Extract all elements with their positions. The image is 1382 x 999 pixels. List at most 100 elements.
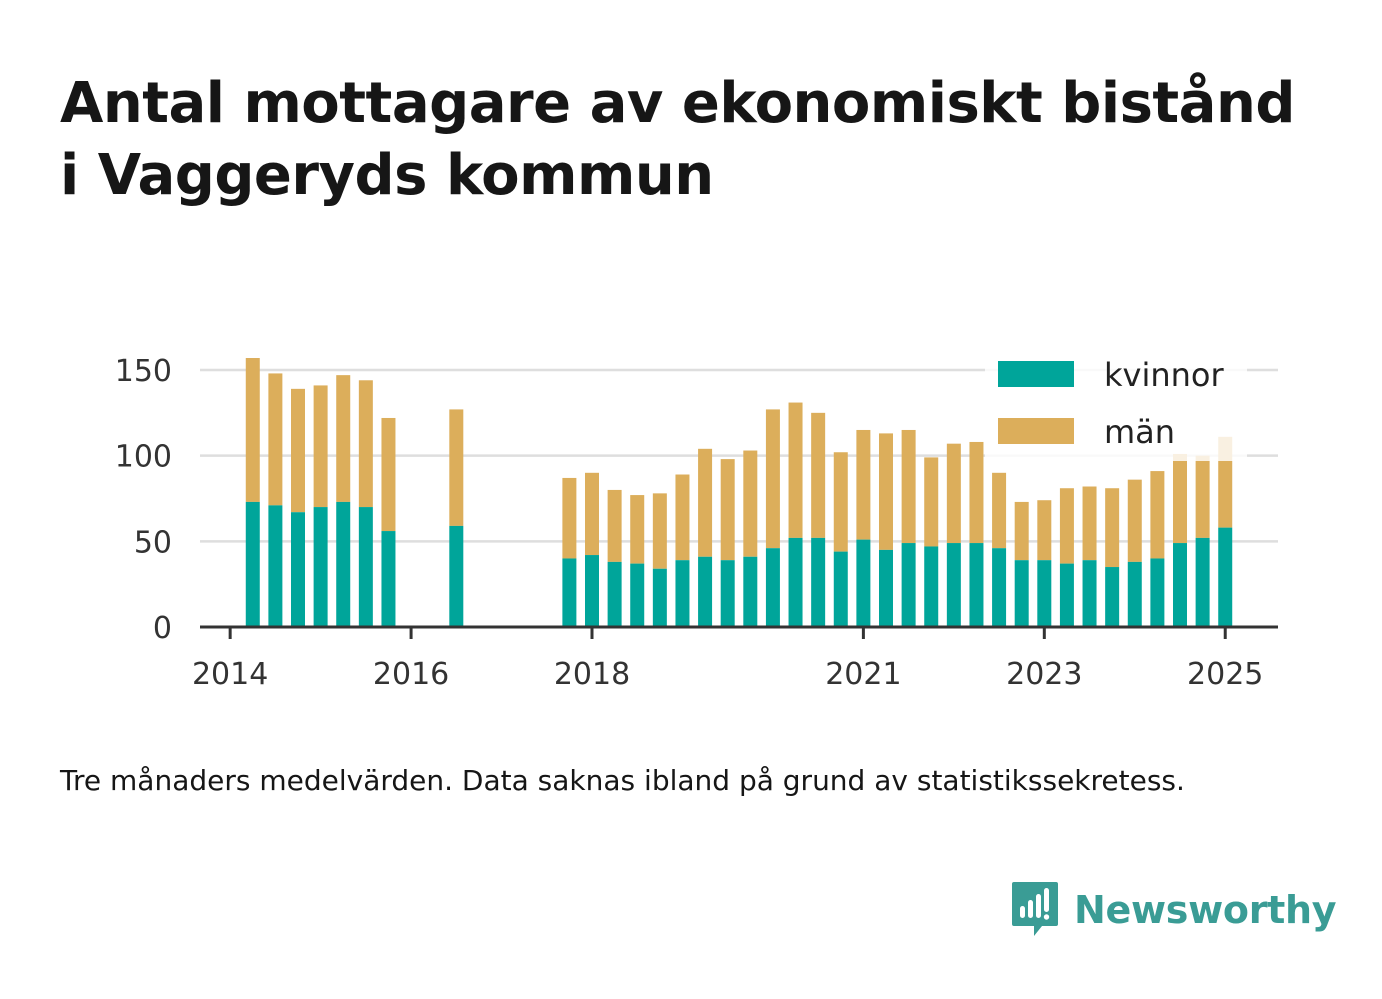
bar-segment-kvinnor xyxy=(449,525,464,627)
bar-segment-kvinnor xyxy=(1127,561,1142,627)
bar-segment-man xyxy=(924,457,939,547)
bar-segment-man xyxy=(1173,453,1187,544)
bar-segment-kvinnor xyxy=(1195,537,1210,627)
bar-segment-man xyxy=(652,493,667,569)
bar-segment-kvinnor xyxy=(698,556,713,627)
bar-segment-man xyxy=(358,380,373,508)
bar-segment-man xyxy=(313,385,328,508)
bar-segment-kvinnor xyxy=(291,512,305,627)
bar-segment-man xyxy=(765,409,780,549)
bar-segment-man xyxy=(969,441,984,544)
bar-segment-man xyxy=(336,375,351,502)
bar-segment-man xyxy=(1037,500,1052,561)
bar-segment-kvinnor xyxy=(652,568,667,627)
bar-segment-man xyxy=(901,429,916,544)
bar-segment-kvinnor xyxy=(1037,560,1052,627)
bar-segment-kvinnor xyxy=(811,537,826,627)
x-axis: 2014 2016 2018 2021 2023 2025 xyxy=(192,625,1278,692)
bar-segment-kvinnor xyxy=(788,537,803,627)
bar-segment-kvinnor xyxy=(946,543,961,627)
bar-segment-kvinnor xyxy=(1059,563,1074,627)
bar-segment-kvinnor xyxy=(268,505,283,627)
bar-segment-man xyxy=(1150,471,1165,559)
x-tick-label: 2025 xyxy=(1187,657,1263,692)
bar-segment-man xyxy=(833,452,848,552)
bar-segment-man xyxy=(743,450,758,557)
bar-segment-kvinnor xyxy=(1150,558,1165,627)
y-tick-label: 0 xyxy=(153,611,172,646)
chart-title: Antal mottagare av ekonomiskt bistånd i … xyxy=(60,68,1340,212)
bar-segment-man xyxy=(245,358,260,502)
bar-segment-kvinnor xyxy=(1105,567,1120,627)
bar-segment-man xyxy=(788,402,803,538)
bar-segment-kvinnor xyxy=(969,543,984,627)
legend-swatch xyxy=(998,418,1074,444)
bar-segment-man xyxy=(675,474,690,561)
bar-segment-man xyxy=(946,443,961,544)
bar-segment-man xyxy=(1195,455,1210,538)
x-tick-label: 2021 xyxy=(825,657,901,692)
bar-segment-man xyxy=(992,472,1007,549)
bar-segment-kvinnor xyxy=(856,539,871,627)
bar-segment-kvinnor xyxy=(358,507,373,627)
bar-segment-man xyxy=(381,417,396,532)
bar-segment-kvinnor xyxy=(675,560,690,627)
title-line-1: Antal mottagare av ekonomiskt bistånd xyxy=(60,71,1295,136)
x-tick-label: 2018 xyxy=(554,657,630,692)
bar-segment-man xyxy=(856,429,871,540)
legend-swatch xyxy=(998,361,1074,387)
bar-segment-man xyxy=(630,495,645,564)
bar-segment-man xyxy=(291,388,305,513)
legend: kvinnor män xyxy=(985,343,1247,461)
bar-segment-kvinnor xyxy=(313,507,328,627)
bar-segment-kvinnor xyxy=(1082,560,1097,627)
bar-segment-man xyxy=(607,489,622,562)
y-tick-label: 100 xyxy=(115,440,172,475)
bar-segment-kvinnor xyxy=(992,548,1007,627)
bar-segment-man xyxy=(562,477,577,559)
bar-segment-man xyxy=(1082,486,1097,561)
y-tick-label: 150 xyxy=(115,354,172,389)
legend-label: män xyxy=(1104,413,1175,451)
bar-segment-man xyxy=(268,373,283,506)
brand-name: Newsworthy xyxy=(1074,888,1337,932)
bar-segment-kvinnor xyxy=(765,548,780,627)
bar-segment-kvinnor xyxy=(743,556,758,627)
bar-segment-man xyxy=(811,412,826,538)
bar-segment-man xyxy=(879,433,893,550)
bar-segment-kvinnor xyxy=(630,563,645,627)
stacked-bar-chart: 2014 2016 2018 2021 2023 2025 0 50 100 150 kvinn… xyxy=(114,343,1278,692)
x-tick-label: 2016 xyxy=(373,657,449,692)
footnote: Tre månaders medelvärden. Data saknas ib… xyxy=(60,764,1185,797)
bar-segment-man xyxy=(449,409,464,526)
bar-segment-man xyxy=(1059,488,1074,564)
bars xyxy=(245,358,1233,627)
y-tick-label: 50 xyxy=(134,525,172,560)
bar-segment-kvinnor xyxy=(585,555,599,627)
bar-segment-kvinnor xyxy=(1218,527,1233,627)
bar-segment-man xyxy=(1105,488,1120,568)
bar-segment-kvinnor xyxy=(245,501,260,627)
bar-segment-kvinnor xyxy=(833,551,848,627)
brand-logo[interactable]: Newsworthy xyxy=(1010,880,1337,940)
y-axis-ticks: 0 50 100 150 xyxy=(115,354,172,646)
legend-label: kvinnor xyxy=(1104,356,1225,394)
bar-segment-kvinnor xyxy=(336,501,351,627)
newsworthy-logo-icon xyxy=(1012,882,1058,936)
bar-segment-kvinnor xyxy=(381,531,396,627)
bar-segment-kvinnor xyxy=(720,560,735,627)
bar-segment-man xyxy=(698,448,713,557)
bar-segment-kvinnor xyxy=(901,543,916,627)
bar-segment-kvinnor xyxy=(562,558,577,627)
bar-segment-man xyxy=(1127,479,1142,562)
x-tick-label: 2023 xyxy=(1006,657,1082,692)
title-line-2: i Vaggeryds kommun xyxy=(60,143,714,208)
x-tick-label: 2014 xyxy=(192,657,268,692)
bar-segment-man xyxy=(1014,501,1029,561)
bar-segment-man xyxy=(585,472,599,556)
bar-segment-kvinnor xyxy=(1014,560,1029,627)
bar-segment-kvinnor xyxy=(924,546,939,627)
bar-segment-kvinnor xyxy=(879,549,893,627)
bar-segment-kvinnor xyxy=(1173,543,1187,627)
bar-segment-man xyxy=(720,459,735,561)
